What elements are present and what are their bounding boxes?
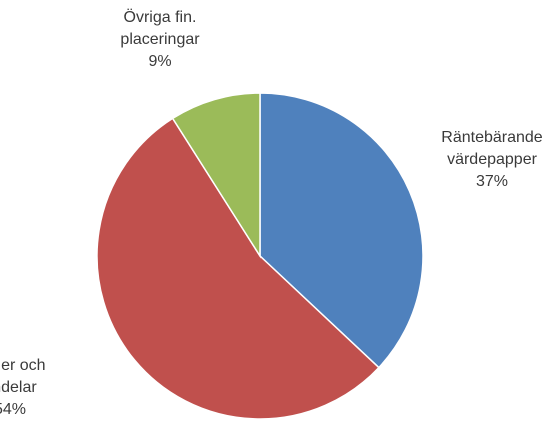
data-label-percent: 37% — [476, 173, 508, 190]
slice-aktier-och-andelar — [96, 117, 380, 420]
slice-ovriga-fin-placeringar-label: Övriga fin. placeringar 9% — [120, 8, 200, 70]
data-label-category: Övriga fin. — [124, 8, 197, 26]
data-label-percent: 54% — [0, 401, 26, 418]
data-label-category: andelar — [0, 379, 37, 396]
data-label-category: värdepapper — [447, 151, 538, 168]
slice-rantebarande-vardepapper-label: Räntebärande värdepapper 37% — [441, 129, 543, 190]
slice-ovriga-fin-placeringar — [171, 92, 261, 259]
data-label-category: Aktier och — [0, 357, 46, 374]
slice-rantebarande-vardepapper — [259, 92, 424, 369]
pie-labels: Räntebärande värdepapper 37% Aktier och ande… — [0, 8, 543, 418]
data-label-category: placeringar — [120, 31, 200, 48]
slice-aktier-och-andelar-label: Aktier och andelar 54% — [0, 357, 46, 418]
data-label-category: Räntebärande — [441, 129, 543, 146]
data-label-percent: 9% — [148, 53, 171, 70]
pie-slices — [96, 92, 424, 420]
